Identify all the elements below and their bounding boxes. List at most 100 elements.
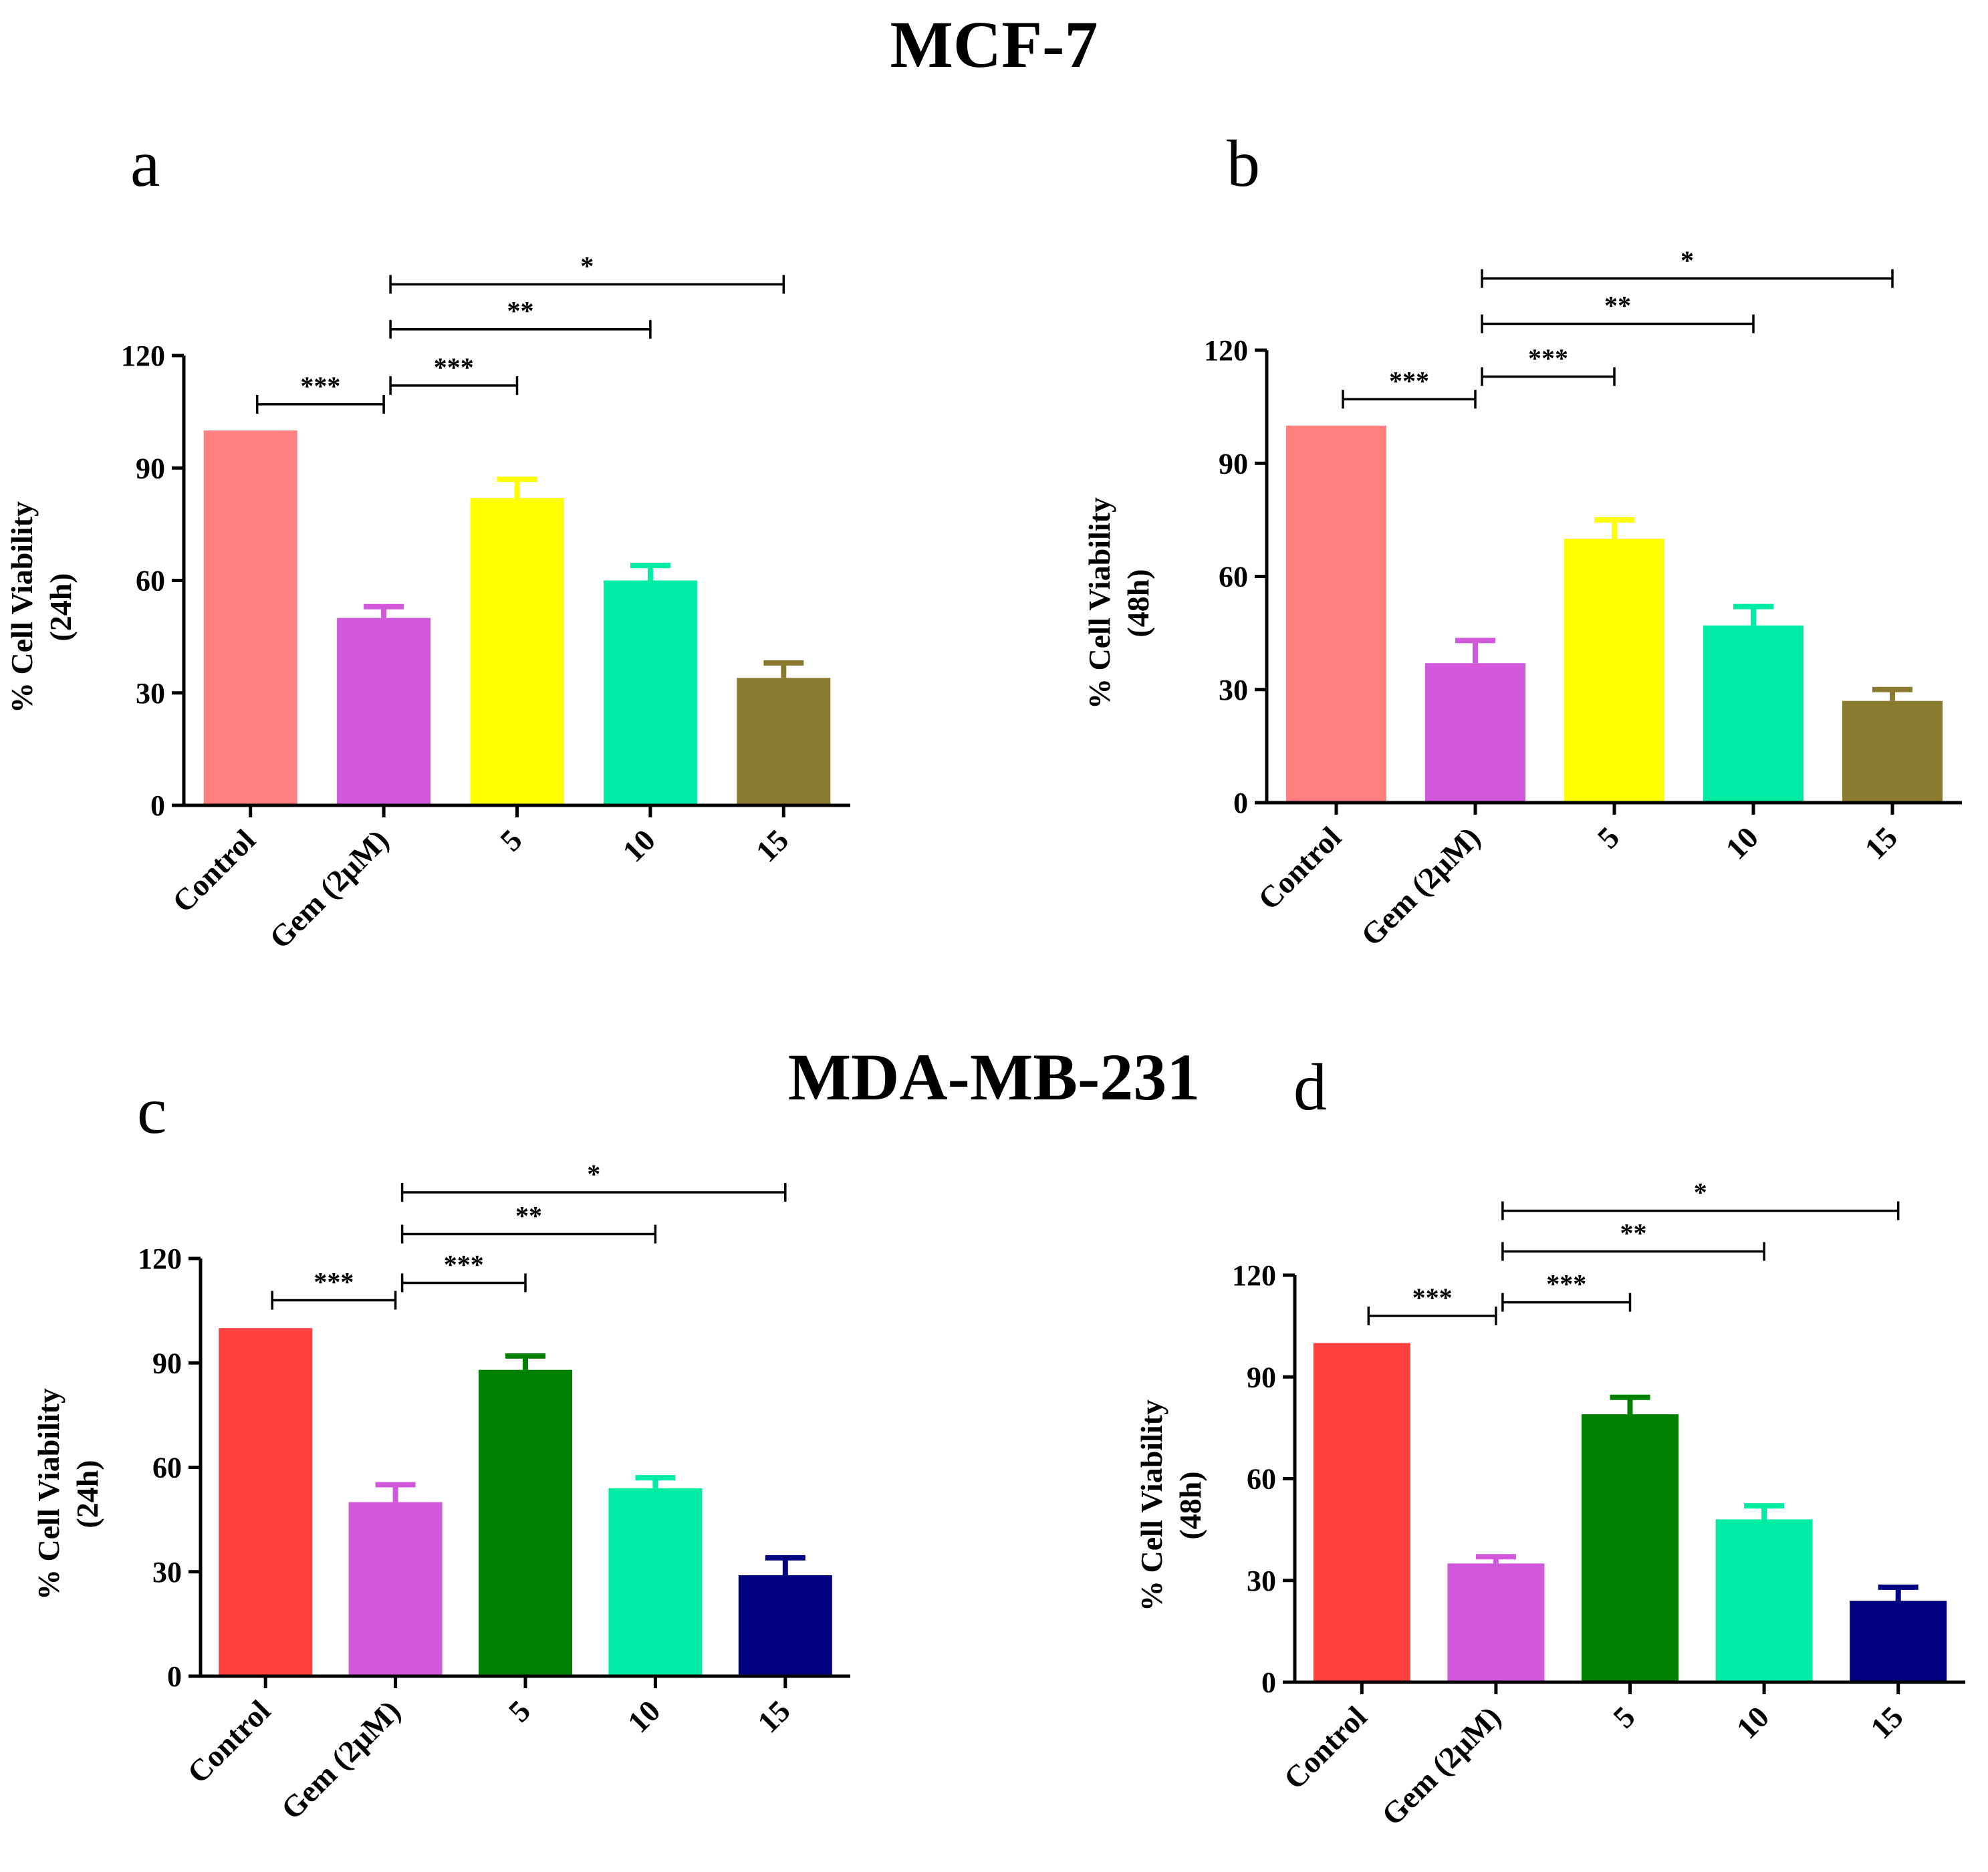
sig-label-c-2: ** [515,1201,542,1231]
title-mda-mb-231: MDA-MB-231 [788,1040,1201,1114]
y-tick-label-c-1: 30 [152,1556,182,1589]
bar-c-4 [738,1575,832,1676]
y-tick-label-b-4: 120 [1204,334,1248,367]
x-tick-label-b-0: Control [1251,820,1348,916]
bar-a-4 [737,678,831,805]
bar-d-1 [1447,1563,1545,1682]
y-axis-label-a: % Cell Viability (24h) [5,501,78,713]
y-axis-label-line-d-1: (48h) [1173,1471,1207,1539]
x-tick-label-c-0: Control [180,1694,277,1790]
x-tick-label-c-1: Gem (2μM) [275,1694,407,1826]
sig-label-b-0: *** [1389,366,1429,396]
y-axis-label-line-b-1: (48h) [1121,569,1155,637]
bar-a-1 [337,618,431,805]
bar-b-4 [1842,700,1943,803]
y-tick-label-a-0: 0 [150,789,165,822]
sig-label-a-2: ** [507,296,534,326]
y-tick-label-b-0: 0 [1233,787,1248,819]
x-tick-label-d-0: Control [1277,1700,1373,1796]
bar-a-0 [203,430,297,805]
panel-label-d: d [1293,1050,1327,1124]
x-tick-label-d-2: 5 [1606,1700,1641,1734]
bar-b-1 [1425,663,1525,803]
x-tick-label-a-0: Control [166,823,262,919]
bar-d-3 [1715,1519,1813,1682]
sig-label-a-0: *** [300,371,340,401]
y-axis-label-line-b-0: % Cell Viability [1082,497,1116,709]
bar-d-0 [1313,1343,1410,1682]
panel-label-c: c [137,1073,166,1148]
sig-label-d-0: *** [1412,1283,1453,1313]
bar-c-2 [479,1369,572,1676]
y-tick-label-b-3: 90 [1219,447,1248,480]
sig-label-b-3: * [1681,245,1694,275]
y-tick-label-a-2: 60 [136,565,165,597]
sig-label-b-1: *** [1528,343,1568,373]
title-mcf7: MCF-7 [890,7,1098,82]
x-tick-label-b-4: 15 [1858,820,1904,866]
y-axis-label-b: % Cell Viability (48h) [1082,497,1155,709]
sig-label-d-3: * [1694,1178,1707,1208]
y-tick-label-d-2: 60 [1247,1463,1276,1496]
bar-c-0 [219,1328,313,1676]
y-tick-label-c-0: 0 [167,1660,182,1693]
bar-d-2 [1582,1414,1679,1682]
x-tick-label-c-2: 5 [502,1694,537,1728]
x-tick-label-b-1: Gem (2μM) [1354,820,1487,952]
x-tick-label-b-3: 10 [1719,820,1765,866]
y-axis-label-line-a-0: % Cell Viability [5,501,39,713]
sig-label-d-1: *** [1546,1269,1586,1299]
y-tick-label-d-4: 120 [1232,1259,1276,1292]
y-axis-label-line-a-1: (24h) [43,573,78,641]
y-axis-label-line-c-0: % Cell Viability [31,1388,66,1600]
sig-label-d-2: ** [1620,1218,1647,1248]
y-tick-label-d-1: 30 [1247,1565,1276,1597]
sig-label-c-1: *** [444,1249,484,1279]
x-tick-label-a-1: Gem (2μM) [263,823,395,955]
x-tick-label-d-1: Gem (2μM) [1375,1700,1507,1832]
sig-label-b-2: ** [1604,291,1631,321]
sig-label-c-3: * [587,1159,600,1189]
x-tick-label-d-4: 15 [1864,1700,1910,1746]
bar-a-2 [470,498,564,805]
bar-b-3 [1703,625,1804,803]
y-tick-label-d-0: 0 [1261,1666,1276,1699]
x-tick-label-c-3: 10 [621,1694,667,1740]
x-tick-label-a-4: 15 [749,823,795,869]
x-tick-label-a-3: 10 [616,823,662,869]
y-tick-label-b-2: 60 [1219,561,1248,593]
y-tick-label-c-4: 120 [138,1242,182,1275]
y-tick-label-a-4: 120 [121,340,165,372]
bar-b-0 [1286,425,1386,803]
sig-label-a-1: *** [434,352,474,382]
y-tick-label-c-3: 90 [152,1347,182,1379]
panel-label-a: a [130,126,160,200]
panel-label-b: b [1227,126,1260,200]
y-tick-label-b-1: 30 [1219,674,1248,706]
y-axis-label-d: % Cell Viability (48h) [1134,1399,1207,1611]
x-tick-label-d-3: 10 [1730,1700,1776,1746]
x-tick-label-b-2: 5 [1591,820,1626,855]
x-tick-label-c-4: 15 [751,1694,797,1740]
y-axis-label-line-c-1: (24h) [70,1460,104,1528]
y-axis-label-line-d-0: % Cell Viability [1134,1399,1168,1611]
sig-label-a-3: * [580,251,594,281]
bar-c-3 [608,1488,703,1676]
y-tick-label-a-1: 30 [136,677,165,710]
y-tick-label-c-2: 60 [152,1452,182,1484]
chart-panel-a: 0 30 60 90 120 Control Gem (2μM) 5 10 15 % Cell Vi… [5,251,850,955]
bar-d-4 [1850,1601,1947,1682]
y-tick-label-a-3: 90 [136,452,165,485]
sig-label-c-0: *** [314,1267,354,1297]
x-tick-label-a-2: 5 [493,823,528,857]
bar-c-1 [348,1502,443,1676]
y-axis-label-c: % Cell Viability (24h) [31,1388,104,1600]
chart-panel-b: 0 30 60 90 120 Control Gem (2μM) 5 10 15 % Cell Vi… [1082,245,1962,952]
y-tick-label-d-3: 90 [1247,1361,1276,1393]
chart-panel-d: 0 30 60 90 120 Control Gem (2μM) 5 10 15 % Cell Vi… [1134,1178,1965,1832]
bar-b-2 [1564,539,1664,803]
bar-a-3 [603,580,697,805]
